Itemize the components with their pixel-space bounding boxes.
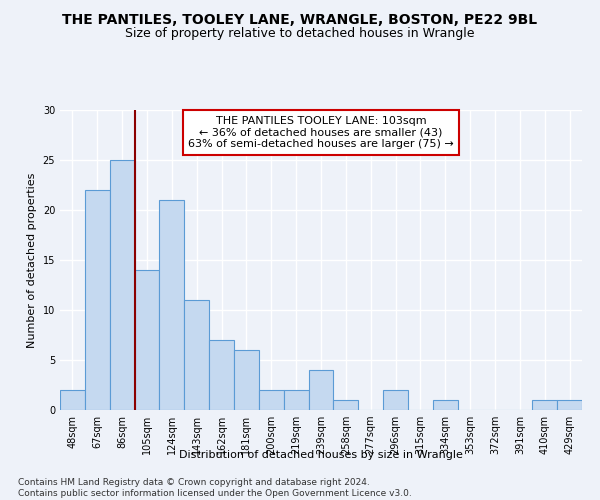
Bar bbox=[110, 160, 134, 410]
Bar bbox=[557, 400, 582, 410]
Bar bbox=[532, 400, 557, 410]
Bar bbox=[134, 270, 160, 410]
Text: THE PANTILES, TOOLEY LANE, WRANGLE, BOSTON, PE22 9BL: THE PANTILES, TOOLEY LANE, WRANGLE, BOST… bbox=[62, 12, 538, 26]
Bar bbox=[308, 370, 334, 410]
Bar bbox=[184, 300, 209, 410]
Text: THE PANTILES TOOLEY LANE: 103sqm
← 36% of detached houses are smaller (43)
63% o: THE PANTILES TOOLEY LANE: 103sqm ← 36% o… bbox=[188, 116, 454, 149]
Bar bbox=[259, 390, 284, 410]
Bar bbox=[85, 190, 110, 410]
Bar bbox=[433, 400, 458, 410]
Bar bbox=[160, 200, 184, 410]
Text: Distribution of detached houses by size in Wrangle: Distribution of detached houses by size … bbox=[179, 450, 463, 460]
Text: Contains HM Land Registry data © Crown copyright and database right 2024.
Contai: Contains HM Land Registry data © Crown c… bbox=[18, 478, 412, 498]
Bar bbox=[334, 400, 358, 410]
Text: Size of property relative to detached houses in Wrangle: Size of property relative to detached ho… bbox=[125, 28, 475, 40]
Bar bbox=[383, 390, 408, 410]
Bar bbox=[234, 350, 259, 410]
Bar bbox=[60, 390, 85, 410]
Bar bbox=[209, 340, 234, 410]
Y-axis label: Number of detached properties: Number of detached properties bbox=[27, 172, 37, 348]
Bar bbox=[284, 390, 308, 410]
